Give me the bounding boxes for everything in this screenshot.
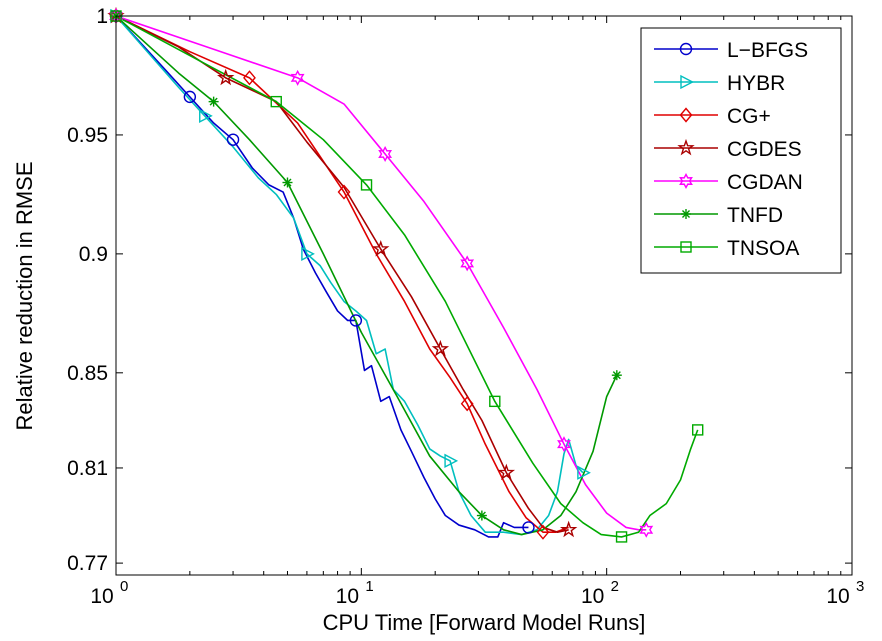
- data-point-l-bfgs: [183, 90, 197, 104]
- data-point-l-bfgs: [522, 521, 535, 534]
- series-line-cgdan: [116, 16, 647, 531]
- data-point-tnsoa: [692, 424, 704, 436]
- data-point-hybr: [199, 108, 213, 124]
- x-axis-label: CPU Time [Forward Model Runs]: [323, 610, 646, 635]
- legend-marker-cgdan: [679, 173, 693, 189]
- tick-layer: 10 0 10 1 10 2 10 3 0.77 0.81 0.85 0.9 0.95 1: [67, 5, 864, 608]
- legend-marker-cg: [679, 107, 693, 123]
- data-point-cg: [536, 524, 550, 540]
- y-tick-label: 0.95: [67, 124, 108, 147]
- y-tick-label: 1: [96, 5, 108, 28]
- x-tick-exponent: 1: [365, 578, 373, 595]
- legend-marker-l-bfgs: [679, 42, 693, 56]
- legend-marker-hybr: [680, 74, 695, 90]
- legend-marker-tnfd: [681, 209, 691, 219]
- legend-label-tnfd: TNFD: [727, 204, 783, 227]
- legend-label-l-bfgs: L−BFGS: [727, 39, 808, 62]
- y-axis-label: Relative reduction in RMSE: [12, 161, 37, 430]
- data-point-cgdan: [557, 436, 571, 453]
- series-line-tnfd: [116, 16, 618, 536]
- legend-label-tnsoa: TNSOA: [727, 237, 799, 260]
- legend-box: [640, 27, 842, 274]
- data-point-tnfd: [282, 177, 293, 188]
- data-point-cg: [243, 70, 256, 86]
- series-layer: [116, 16, 699, 538]
- x-tick-label: 10: [581, 585, 604, 608]
- data-point-tnfd: [476, 510, 487, 521]
- legend-label-cgdes: CGDES: [727, 138, 802, 161]
- legend-label-cg: CG+: [727, 105, 771, 128]
- y-tick-label: 0.9: [79, 243, 108, 266]
- data-point-cgdan: [639, 521, 654, 538]
- data-point-cgdan: [290, 69, 305, 86]
- data-point-l-bfgs: [226, 133, 240, 146]
- data-point-tnsoa: [360, 179, 373, 191]
- x-tick-label: 10: [90, 585, 113, 608]
- x-tick-label: 10: [336, 585, 359, 608]
- data-point-l-bfgs: [349, 314, 363, 327]
- data-point-cg: [460, 396, 474, 412]
- data-point-cg: [337, 184, 351, 200]
- plot-frame: [115, 15, 853, 576]
- data-point-hybr: [577, 465, 591, 480]
- data-point-cgdes: [559, 520, 578, 538]
- data-point-cgdes: [431, 339, 450, 357]
- x-tick-exponent: 3: [856, 578, 864, 595]
- data-point-cgdes: [372, 239, 390, 257]
- x-tick-exponent: 2: [611, 578, 619, 595]
- legend-marker-tnsoa: [680, 241, 692, 253]
- legend-label-hybr: HYBR: [727, 72, 785, 95]
- legend-label-cgdan: CGDAN: [727, 171, 803, 194]
- data-point-tnsoa: [615, 531, 628, 543]
- data-point-tnfd: [611, 370, 622, 381]
- data-point-cgdes: [217, 68, 235, 86]
- data-point-cgdan: [460, 255, 475, 272]
- legend-marker-cgdes: [677, 138, 695, 156]
- data-point-hybr: [301, 246, 315, 262]
- data-point-tnfd: [208, 96, 219, 107]
- x-tick-exponent: 0: [120, 578, 128, 595]
- series-line-tnsoa: [116, 16, 699, 538]
- series-line-l-bfgs: [116, 16, 529, 538]
- legend: L−BFGS HYBR CG+ CGDES CGDAN TNFD TNSOA: [640, 27, 842, 274]
- data-point-hybr: [444, 453, 459, 468]
- y-tick-label: 0.77: [67, 552, 108, 575]
- series-line-hybr: [116, 16, 584, 536]
- data-point-cgdes: [497, 463, 516, 481]
- series-line-cgdes: [116, 16, 569, 533]
- data-point-tnsoa: [270, 95, 282, 108]
- data-point-cgdan: [378, 145, 393, 162]
- x-tick-label: 10: [826, 585, 849, 608]
- y-tick-label: 0.81: [67, 457, 108, 480]
- y-tick-label: 0.85: [67, 362, 108, 385]
- data-point-tnsoa: [489, 395, 501, 408]
